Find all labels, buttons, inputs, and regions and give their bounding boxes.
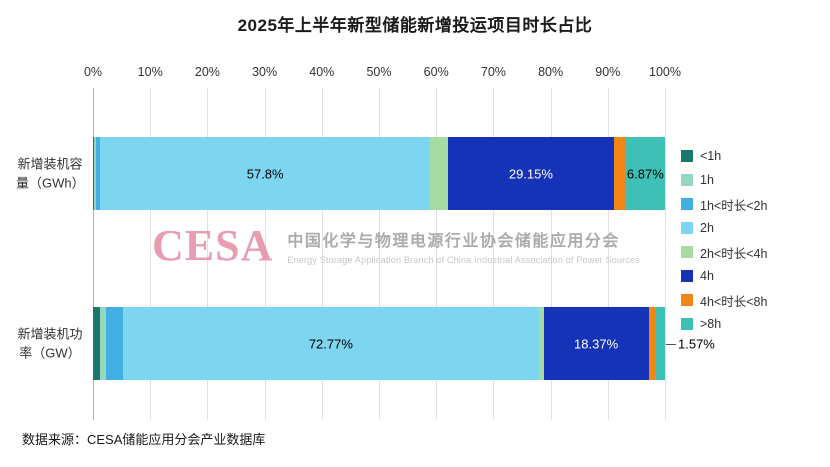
x-axis-tick-label: 30% — [252, 65, 278, 79]
legend-swatch — [681, 174, 693, 186]
bar-segment — [95, 137, 100, 210]
legend-item: 1h — [681, 173, 767, 187]
legend-item: 1h<时长<2h — [681, 197, 768, 213]
legend: <1h 1h 1h<时长<2h 2h 2h<时长<4h 4h 4h<时长<8h >8h — [681, 149, 767, 341]
legend-swatch — [681, 150, 693, 162]
legend-label: >8h — [700, 317, 722, 331]
bar-segment — [625, 137, 665, 210]
x-axis-tick-label: 90% — [595, 65, 621, 79]
bar-row: 新增装机容量（GWh） 57.8% 29.15% 6.87% — [16, 137, 665, 210]
bar-segment — [543, 307, 649, 380]
data-label: 6.87% — [626, 166, 664, 181]
legend-label: 2h — [700, 221, 714, 235]
x-axis-tick-label: 50% — [366, 65, 392, 79]
legend-label: 2h<时长<4h — [700, 246, 768, 261]
x-gridline — [550, 88, 552, 420]
bar-segment — [94, 137, 96, 210]
bar-segment — [122, 307, 539, 380]
legend-label: 1h — [700, 173, 714, 187]
x-gridline — [665, 88, 666, 420]
legend-label: 4h<时长<8h — [700, 294, 768, 309]
legend-item: 4h — [681, 269, 767, 283]
legend-item: 2h<时长<4h — [681, 245, 768, 261]
x-gridline — [321, 88, 323, 420]
x-gridline — [436, 88, 438, 420]
x-axis-tick-label: 70% — [480, 65, 506, 79]
legend-swatch — [681, 270, 693, 282]
legend-item: >8h — [681, 317, 767, 331]
legend-swatch — [681, 198, 693, 210]
bar-segment — [430, 137, 448, 210]
bar-segment — [99, 137, 431, 210]
legend-label: 4h — [700, 269, 714, 283]
y-axis-line — [93, 88, 94, 420]
bar-segment — [648, 307, 657, 380]
bar-segment — [93, 307, 101, 380]
x-gridline — [493, 88, 495, 420]
legend-swatch — [681, 294, 693, 306]
x-axis-tick-label: 40% — [309, 65, 335, 79]
x-axis-tick-label: 80% — [538, 65, 564, 79]
x-gridline — [207, 88, 209, 420]
bar-segment — [93, 137, 95, 210]
data-label: 1.57% — [678, 336, 715, 351]
bar-segment — [538, 307, 544, 380]
category-label: 新增装机容量（GWh） — [16, 156, 85, 191]
watermark: CESA 中国化学与物理电源行业协会储能应用分会 Energy Storage … — [152, 224, 640, 268]
cesa-logo: CESA — [152, 221, 274, 270]
bar-segment — [100, 307, 107, 380]
x-axis-tick-label: 10% — [137, 65, 163, 79]
bar-segment — [656, 307, 665, 380]
data-label: 18.37% — [574, 336, 619, 351]
x-gridline — [264, 88, 266, 420]
bar-row: 新增装机功率（GW） 72.77% 18.37% 1.57% — [17, 307, 715, 380]
watermark-english-text: Energy Storage Application Branch of Chi… — [287, 255, 640, 265]
data-source-note: 数据来源：CESA储能应用分会产业数据库 — [22, 432, 266, 447]
x-axis-tick-label: 20% — [194, 65, 220, 79]
bar-segment — [106, 307, 123, 380]
data-label: 57.8% — [246, 166, 284, 181]
x-gridline — [150, 88, 152, 420]
legend-swatch — [681, 318, 693, 330]
bar-segment — [614, 137, 626, 210]
category-label: 新增装机功率（GW） — [17, 326, 83, 361]
plot-area: 0% 10% 20% 30% 40% 50% 60% 70% 80% 90% 100% 新增装机容量（… — [16, 65, 715, 420]
x-gridline — [379, 88, 380, 420]
x-axis-tick-label: 60% — [423, 65, 449, 79]
legend-swatch — [681, 222, 693, 234]
data-label: 29.15% — [508, 166, 553, 181]
legend-label: 1h<时长<2h — [700, 198, 768, 213]
legend-item: 4h<时长<8h — [681, 293, 768, 309]
watermark-chinese-text: 中国化学与物理电源行业协会储能应用分会 — [287, 233, 620, 250]
bar-segment — [447, 137, 615, 210]
data-label: 72.77% — [308, 336, 353, 351]
legend-label: <1h — [700, 149, 722, 163]
x-gridline — [607, 88, 609, 420]
legend-item: 2h — [681, 221, 767, 235]
watermark-text: 中国化学与物理电源行业协会储能应用分会 Energy Storage Appli… — [287, 227, 640, 265]
chart-title: 2025年上半年新型储能新增投运项目时长占比 — [237, 16, 593, 35]
leader-line — [666, 343, 676, 345]
x-axis-tick-label: 0% — [83, 65, 103, 79]
legend-item: <1h — [681, 149, 767, 163]
x-axis-tick-label: 100% — [649, 65, 681, 79]
legend-swatch — [681, 246, 693, 258]
